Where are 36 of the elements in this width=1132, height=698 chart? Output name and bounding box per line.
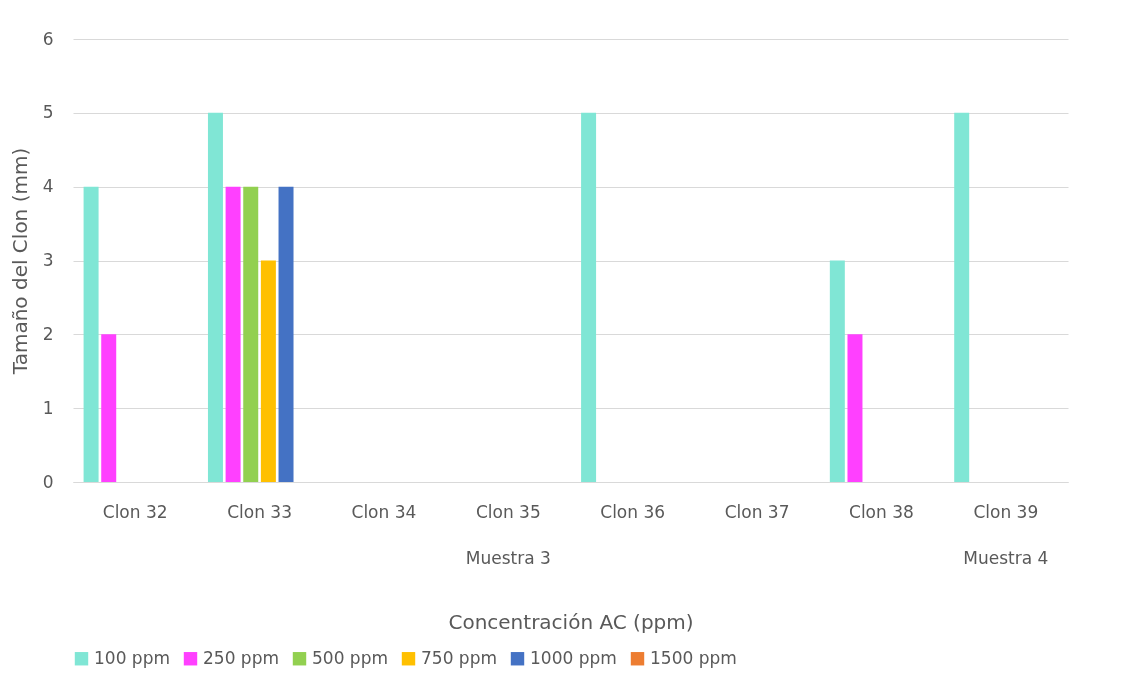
y-tick-label: 1 <box>42 397 54 418</box>
x-tick-label: Clon 35 <box>475 501 541 522</box>
bar <box>243 186 259 482</box>
x-tick-label: Clon 32 <box>102 501 168 522</box>
bar <box>581 112 597 482</box>
y-tick-label: 4 <box>42 176 54 197</box>
x-tick-label: Clon 36 <box>600 501 666 522</box>
legend-label: 500 ppm <box>312 647 388 668</box>
bar <box>829 260 845 482</box>
bar <box>847 334 863 482</box>
legend-label: 1000 ppm <box>530 647 617 668</box>
x-tick-label: Clon 39 <box>973 501 1039 522</box>
x-tick-label: Clon 37 <box>724 501 790 522</box>
bar <box>260 260 276 482</box>
y-tick-label: 0 <box>42 471 54 492</box>
text: Muestra 4 <box>963 548 1049 568</box>
x-axis-title: Concentración AC (ppm) <box>448 609 694 634</box>
legend-label: 750 ppm <box>421 647 497 668</box>
x-tick-label: Clon 38 <box>849 501 914 522</box>
y-tick-label: 6 <box>42 28 54 49</box>
legend-label: 1500 ppm <box>650 647 737 668</box>
y-tick-label: 5 <box>42 102 54 123</box>
bar <box>225 186 241 482</box>
bar <box>101 334 117 482</box>
bar <box>207 112 223 482</box>
bar <box>954 112 970 482</box>
legend-label: 100 ppm <box>94 647 170 668</box>
x-tick-label: Clon 33 <box>227 501 292 522</box>
y-tick-label: 2 <box>42 323 54 344</box>
x-tick-label: Clon 34 <box>351 501 417 522</box>
legend-label: 250 ppm <box>203 647 279 668</box>
text: Muestra 3 <box>465 548 551 568</box>
y-axis-title: Tamaño del Clon (mm) <box>7 147 32 376</box>
y-tick-label: 3 <box>42 250 54 270</box>
bar <box>278 186 294 482</box>
bar <box>83 186 99 482</box>
